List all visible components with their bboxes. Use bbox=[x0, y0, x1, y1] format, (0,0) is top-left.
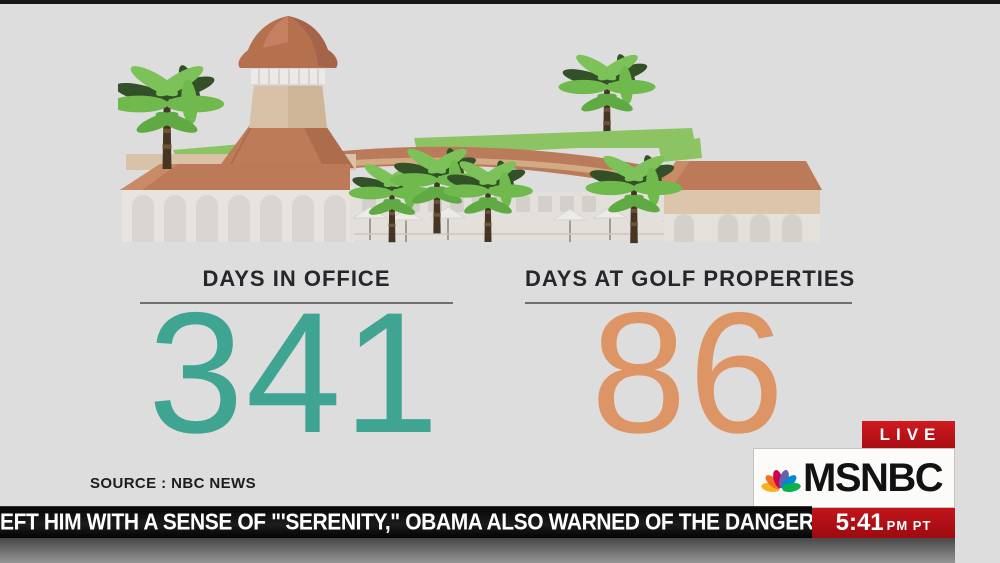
divider-left bbox=[140, 302, 453, 304]
network-name: MSNBC bbox=[803, 456, 944, 500]
palm-tree-icon bbox=[558, 50, 656, 143]
source-credit: SOURCE : NBC NEWS bbox=[90, 475, 256, 492]
stat-title-days-at-golf: DAYS AT GOLF PROPERTIES bbox=[525, 266, 856, 291]
ticker-headline: EFT HIM WITH A SENSE OF "'SERENITY," OBA… bbox=[0, 506, 812, 540]
stat-title-days-in-office: DAYS IN OFFICE bbox=[202, 266, 391, 291]
ticker-shadow-fade bbox=[0, 538, 955, 563]
golf-resort-illustration bbox=[118, 16, 822, 244]
stat-value-days-in-office: 341 bbox=[148, 277, 441, 469]
stat-value-days-at-golf: 86 bbox=[590, 277, 787, 469]
network-logo: MSNBC bbox=[753, 448, 955, 508]
left-wing bbox=[120, 164, 354, 242]
clock-time: 5:41 bbox=[835, 509, 884, 536]
right-wing bbox=[656, 161, 822, 242]
time-box: 5:41 PM PT bbox=[812, 508, 955, 538]
divider-right bbox=[525, 302, 852, 304]
top-black-strip bbox=[0, 0, 1000, 4]
clubhouse-tower bbox=[238, 16, 338, 128]
nbc-peacock-icon bbox=[761, 470, 801, 493]
news-ticker: EFT HIM WITH A SENSE OF "'SERENITY," OBA… bbox=[0, 506, 955, 540]
clock-timezone: PM PT bbox=[886, 518, 932, 533]
live-badge: LIVE bbox=[862, 421, 955, 448]
